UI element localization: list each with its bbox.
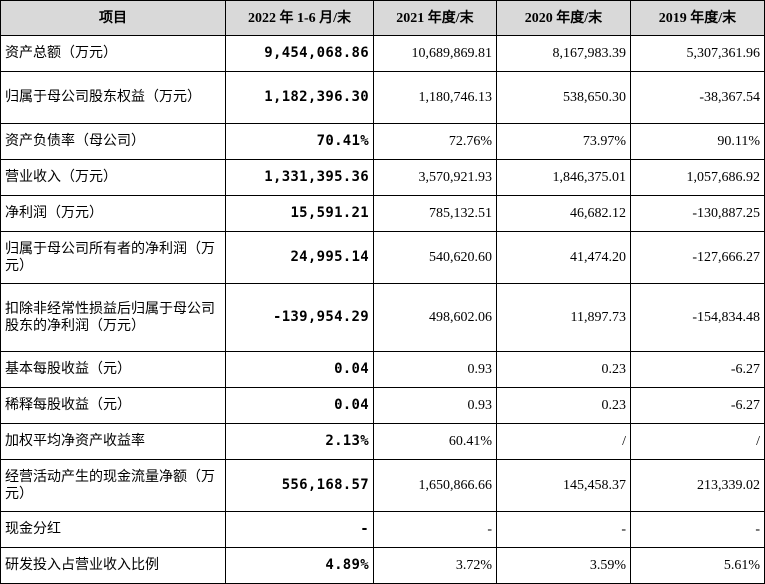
row-label: 归属于母公司所有者的净利润（万元） <box>0 231 226 284</box>
cell-2019: -127,666.27 <box>630 231 765 284</box>
table-row: 归属于母公司所有者的净利润（万元） 24,995.14 540,620.60 4… <box>0 231 765 284</box>
table-row: 现金分红 - - - - <box>0 511 765 548</box>
cell-2022h1: - <box>225 511 374 548</box>
cell-2021: 10,689,869.81 <box>373 35 497 72</box>
header-2021: 2021 年度/末 <box>373 0 497 36</box>
table-row: 资产总额（万元） 9,454,068.86 10,689,869.81 8,16… <box>0 35 765 72</box>
row-label: 基本每股收益（元） <box>0 351 226 388</box>
cell-2021: 1,180,746.13 <box>373 71 497 124</box>
cell-2019: 213,339.02 <box>630 459 765 512</box>
cell-2021: 0.93 <box>373 351 497 388</box>
cell-2022h1: 1,331,395.36 <box>225 159 374 196</box>
cell-2019: 5,307,361.96 <box>630 35 765 72</box>
cell-2020: 11,897.73 <box>496 283 631 352</box>
cell-2020: 3.59% <box>496 547 631 584</box>
cell-2020: 1,846,375.01 <box>496 159 631 196</box>
cell-2021: 498,602.06 <box>373 283 497 352</box>
header-2020: 2020 年度/末 <box>496 0 631 36</box>
table-row: 净利润（万元） 15,591.21 785,132.51 46,682.12 -… <box>0 195 765 232</box>
cell-2021: 3.72% <box>373 547 497 584</box>
table-row: 研发投入占营业收入比例 4.89% 3.72% 3.59% 5.61% <box>0 547 765 584</box>
row-label: 资产总额（万元） <box>0 35 226 72</box>
cell-2022h1: 4.89% <box>225 547 374 584</box>
row-label: 加权平均净资产收益率 <box>0 423 226 460</box>
cell-2022h1: 70.41% <box>225 123 374 160</box>
cell-2020: 8,167,983.39 <box>496 35 631 72</box>
cell-2020: 0.23 <box>496 351 631 388</box>
cell-2021: 1,650,866.66 <box>373 459 497 512</box>
cell-2019: 5.61% <box>630 547 765 584</box>
table-row: 资产负债率（母公司） 70.41% 72.76% 73.97% 90.11% <box>0 123 765 160</box>
row-label: 经营活动产生的现金流量净额（万元） <box>0 459 226 512</box>
cell-2022h1: 1,182,396.30 <box>225 71 374 124</box>
cell-2020: 73.97% <box>496 123 631 160</box>
cell-2021: 540,620.60 <box>373 231 497 284</box>
cell-2021: 3,570,921.93 <box>373 159 497 196</box>
table-row: 加权平均净资产收益率 2.13% 60.41% / / <box>0 423 765 460</box>
cell-2020: 145,458.37 <box>496 459 631 512</box>
cell-2020: - <box>496 511 631 548</box>
row-label: 净利润（万元） <box>0 195 226 232</box>
cell-2019: -154,834.48 <box>630 283 765 352</box>
row-label: 资产负债率（母公司） <box>0 123 226 160</box>
cell-2019: 1,057,686.92 <box>630 159 765 196</box>
cell-2021: - <box>373 511 497 548</box>
cell-2022h1: 0.04 <box>225 351 374 388</box>
row-label: 研发投入占营业收入比例 <box>0 547 226 584</box>
cell-2019: 90.11% <box>630 123 765 160</box>
table-row: 营业收入（万元） 1,331,395.36 3,570,921.93 1,846… <box>0 159 765 196</box>
cell-2020: 41,474.20 <box>496 231 631 284</box>
cell-2019: - <box>630 511 765 548</box>
row-label: 扣除非经常性损益后归属于母公司股东的净利润（万元） <box>0 283 226 352</box>
cell-2022h1: 0.04 <box>225 387 374 424</box>
cell-2022h1: 556,168.57 <box>225 459 374 512</box>
header-2019: 2019 年度/末 <box>630 0 765 36</box>
table-row: 基本每股收益（元） 0.04 0.93 0.23 -6.27 <box>0 351 765 388</box>
table-row: 扣除非经常性损益后归属于母公司股东的净利润（万元） -139,954.29 49… <box>0 283 765 352</box>
header-2022h1: 2022 年 1-6 月/末 <box>225 0 374 36</box>
cell-2022h1: 15,591.21 <box>225 195 374 232</box>
cell-2020: 0.23 <box>496 387 631 424</box>
cell-2019: -6.27 <box>630 387 765 424</box>
table-row: 归属于母公司股东权益（万元） 1,182,396.30 1,180,746.13… <box>0 71 765 124</box>
cell-2019: -38,367.54 <box>630 71 765 124</box>
table-row: 稀释每股收益（元） 0.04 0.93 0.23 -6.27 <box>0 387 765 424</box>
cell-2021: 785,132.51 <box>373 195 497 232</box>
header-item: 项目 <box>0 0 226 36</box>
cell-2020: 46,682.12 <box>496 195 631 232</box>
table-row: 经营活动产生的现金流量净额（万元） 556,168.57 1,650,866.6… <box>0 459 765 512</box>
cell-2019: -130,887.25 <box>630 195 765 232</box>
cell-2021: 0.93 <box>373 387 497 424</box>
row-label: 归属于母公司股东权益（万元） <box>0 71 226 124</box>
cell-2022h1: 9,454,068.86 <box>225 35 374 72</box>
cell-2021: 60.41% <box>373 423 497 460</box>
header-row: 项目 2022 年 1-6 月/末 2021 年度/末 2020 年度/末 20… <box>0 0 765 36</box>
row-label: 营业收入（万元） <box>0 159 226 196</box>
cell-2022h1: 24,995.14 <box>225 231 374 284</box>
cell-2020: 538,650.30 <box>496 71 631 124</box>
row-label: 稀释每股收益（元） <box>0 387 226 424</box>
cell-2019: / <box>630 423 765 460</box>
row-label: 现金分红 <box>0 511 226 548</box>
cell-2022h1: -139,954.29 <box>225 283 374 352</box>
cell-2021: 72.76% <box>373 123 497 160</box>
cell-2020: / <box>496 423 631 460</box>
cell-2019: -6.27 <box>630 351 765 388</box>
cell-2022h1: 2.13% <box>225 423 374 460</box>
